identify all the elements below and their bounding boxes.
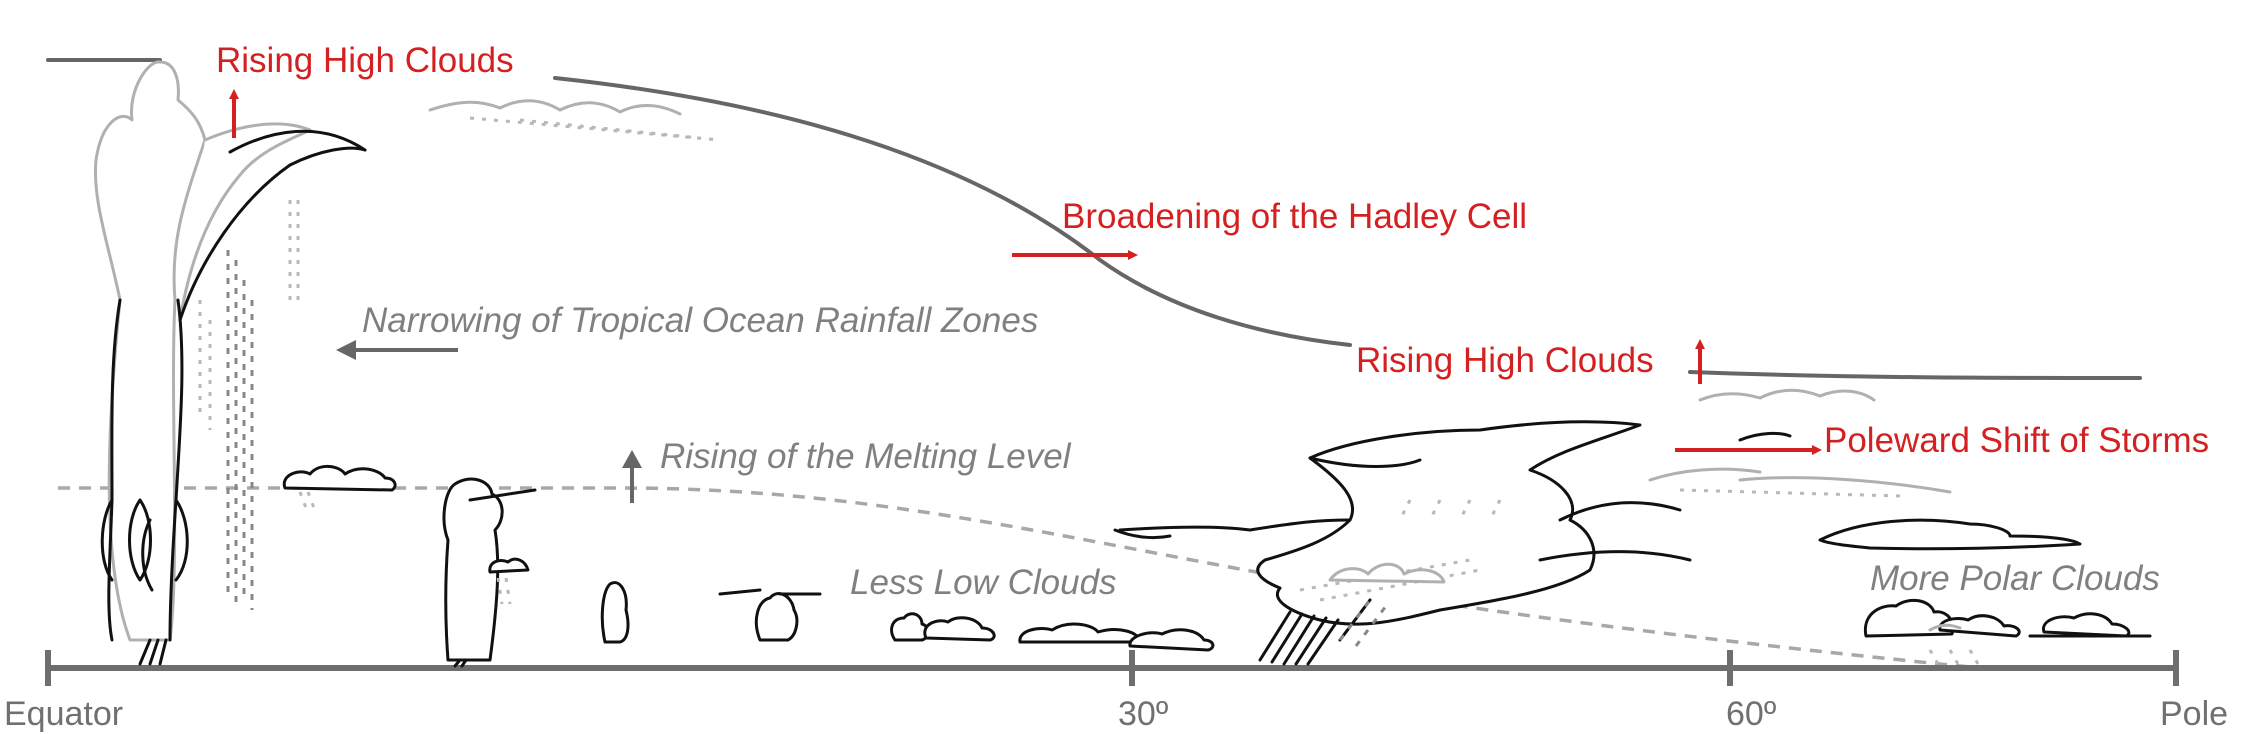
label-rising-high-clouds-midlat: Rising High Clouds (1356, 341, 1654, 380)
tick-label-equator: Equator (4, 695, 123, 733)
tick-label-30: 30º (1118, 695, 1168, 733)
narrowing-arrowhead (336, 340, 356, 360)
polar-clouds (1863, 598, 2152, 665)
tropical-convection-tower (93, 60, 367, 666)
midlatitude-storm-clouds (1113, 420, 1692, 666)
label-less-low-clouds: Less Low Clouds (850, 563, 1117, 602)
label-narrowing-rainfall: Narrowing of Tropical Ocean Rainfall Zon… (362, 301, 1038, 340)
tropical-cirrus (428, 99, 721, 142)
tropical-small-clouds (282, 465, 1215, 668)
tropopause-line (46, 58, 2142, 380)
label-more-polar-clouds: More Polar Clouds (1870, 559, 2160, 598)
melting-arrowhead (622, 450, 642, 468)
label-rising-melting-level: Rising of the Melting Level (660, 437, 1072, 476)
tick-label-pole: Pole (2160, 695, 2228, 733)
label-broadening-hadley: Broadening of the Hadley Cell (1062, 197, 1527, 236)
poleward-storm-clouds (1648, 388, 2082, 551)
grey-arrows (336, 340, 642, 503)
latitude-axis (45, 650, 2179, 686)
label-poleward-shift: Poleward Shift of Storms (1824, 421, 2209, 460)
label-rising-high-clouds-tropics: Rising High Clouds (216, 41, 514, 80)
change-arrows (229, 89, 1822, 455)
tick-label-60: 60º (1726, 695, 1776, 733)
